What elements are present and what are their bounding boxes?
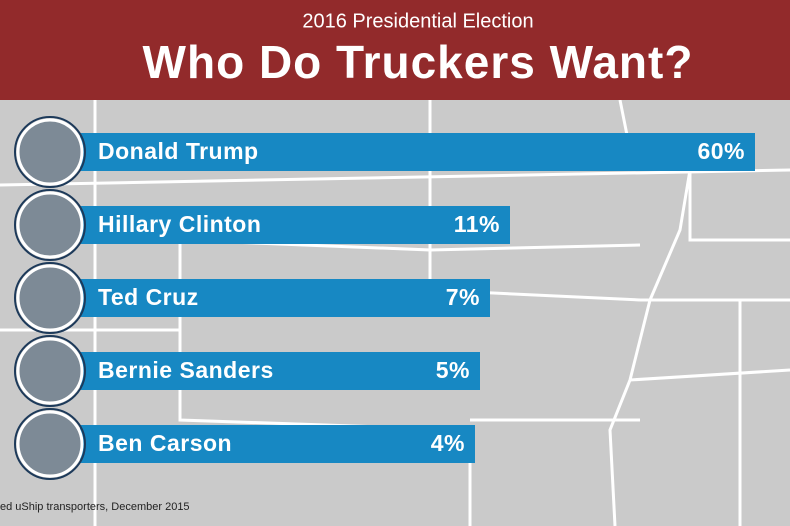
category-label: Ted Cruz [98, 284, 199, 310]
category-label: Donald Trump [98, 138, 259, 164]
bar [80, 425, 475, 463]
portrait [16, 264, 84, 332]
bar [80, 352, 480, 390]
portrait-ring [14, 262, 86, 334]
chart-title: Who Do Truckers Want? [143, 36, 694, 88]
category-label: Bernie Sanders [98, 357, 274, 383]
category-label: Hillary Clinton [98, 211, 261, 237]
bar [80, 206, 510, 244]
value-label: 7% [446, 284, 480, 310]
subtitle: 2016 Presidential Election [302, 10, 533, 32]
bar [80, 133, 755, 171]
bar [80, 279, 490, 317]
source-note: ed uShip transporters, December 2015 [0, 501, 190, 513]
portrait-ring [14, 408, 86, 480]
value-label: 60% [697, 138, 745, 164]
portrait [16, 191, 84, 259]
category-label: Ben Carson [98, 430, 232, 456]
value-label: 4% [431, 430, 465, 456]
value-label: 11% [454, 211, 500, 237]
portrait [16, 118, 84, 186]
portrait-ring [14, 189, 86, 261]
portrait-ring [14, 335, 86, 407]
value-label: 5% [436, 357, 470, 383]
header [0, 0, 790, 100]
portrait [16, 410, 84, 478]
portrait [16, 337, 84, 405]
portrait-ring [14, 116, 86, 188]
